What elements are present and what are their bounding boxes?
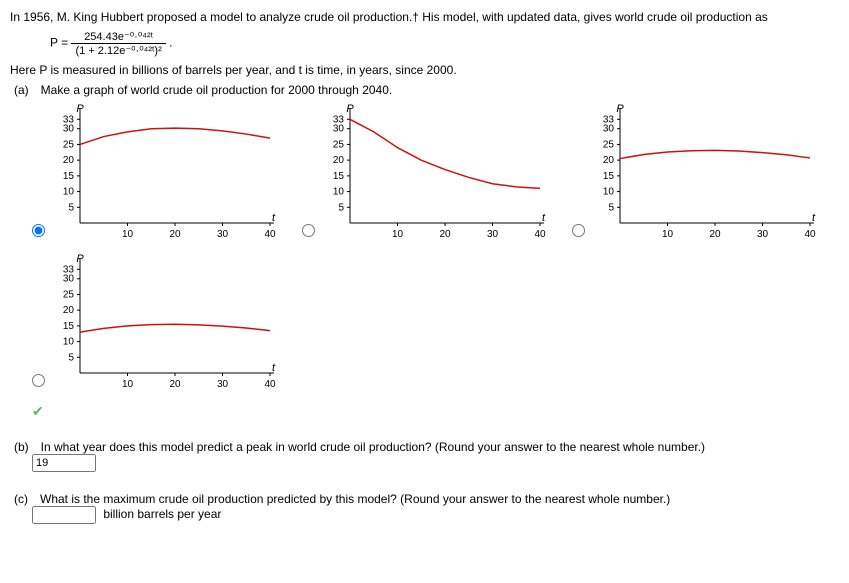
svg-text:20: 20 [709,229,721,240]
formula-lhs: P = [50,36,68,50]
svg-text:25: 25 [63,139,75,150]
chart-svg: 510152025303310203040Pt [320,103,550,243]
chart-radio-0[interactable] [32,224,45,237]
svg-text:33: 33 [63,114,75,125]
chart-svg: 510152025303310203040Pt [50,253,280,393]
chart-radio-3[interactable] [32,374,45,387]
svg-text:15: 15 [63,321,75,332]
svg-text:30: 30 [217,379,229,390]
svg-text:10: 10 [122,379,134,390]
svg-text:10: 10 [662,229,674,240]
svg-text:P: P [76,103,84,115]
chart-svg: 510152025303310203040Pt [50,103,280,243]
svg-text:15: 15 [603,171,615,182]
svg-text:t: t [542,212,546,224]
svg-text:5: 5 [68,352,74,363]
svg-text:40: 40 [804,229,816,240]
svg-text:20: 20 [63,305,75,316]
svg-text:40: 40 [534,229,546,240]
svg-text:20: 20 [439,229,451,240]
part-c-label: (c) What is the maximum crude oil produc… [14,492,839,506]
chart-option: 510152025303310203040Pt [30,253,280,393]
svg-text:33: 33 [63,264,75,275]
svg-text:P: P [616,103,624,115]
part-c-input[interactable] [32,506,96,524]
chart-radio-2[interactable] [572,224,585,237]
svg-text:33: 33 [603,114,615,125]
svg-text:20: 20 [169,379,181,390]
part-b-input[interactable] [32,454,96,472]
chart-svg: 510152025303310203040Pt [590,103,820,243]
svg-text:5: 5 [68,202,74,213]
svg-text:10: 10 [392,229,404,240]
part-c-unit: billion barrels per year [103,507,221,521]
svg-text:10: 10 [333,187,345,198]
intro-text: In 1956, M. King Hubbert proposed a mode… [10,10,839,24]
svg-text:10: 10 [603,187,615,198]
svg-text:20: 20 [169,229,181,240]
svg-text:33: 33 [333,114,345,125]
svg-text:t: t [812,212,816,224]
correct-check-icon: ✔ [32,403,839,420]
chart-radio-1[interactable] [302,224,315,237]
svg-text:30: 30 [757,229,769,240]
svg-text:10: 10 [63,337,75,348]
description-text: Here P is measured in billions of barrel… [10,63,839,77]
svg-text:30: 30 [333,124,345,135]
svg-text:30: 30 [63,124,75,135]
chart-options: 510152025303310203040Pt 5101520253033102… [10,103,839,393]
svg-text:25: 25 [333,139,345,150]
part-a-label: (a) Make a graph of world crude oil prod… [14,83,839,97]
chart-option: 510152025303310203040Pt [300,103,550,243]
formula-tail: . [169,36,172,50]
svg-text:40: 40 [264,379,276,390]
formula-denominator: (1 + 2.12e⁻⁰·⁰⁴²ᵗ)² [71,44,165,57]
svg-text:15: 15 [63,171,75,182]
svg-text:15: 15 [333,171,345,182]
svg-text:10: 10 [122,229,134,240]
svg-text:30: 30 [487,229,499,240]
svg-text:30: 30 [603,124,615,135]
svg-text:t: t [272,362,276,374]
formula: P = 254.43e⁻⁰·⁰⁴²ᵗ (1 + 2.12e⁻⁰·⁰⁴²ᵗ)² . [50,30,839,57]
chart-option: 510152025303310203040Pt [30,103,280,243]
svg-text:t: t [272,212,276,224]
svg-text:5: 5 [338,202,344,213]
svg-text:40: 40 [264,229,276,240]
svg-text:P: P [346,103,354,115]
svg-text:25: 25 [63,289,75,300]
svg-text:P: P [76,253,84,265]
chart-option: 510152025303310203040Pt [570,103,820,243]
svg-text:20: 20 [333,155,345,166]
svg-text:20: 20 [63,155,75,166]
svg-text:25: 25 [603,139,615,150]
svg-text:20: 20 [603,155,615,166]
svg-text:10: 10 [63,187,75,198]
formula-fraction: 254.43e⁻⁰·⁰⁴²ᵗ (1 + 2.12e⁻⁰·⁰⁴²ᵗ)² [71,30,165,57]
part-b-label: (b) In what year does this model predict… [14,440,839,454]
svg-text:5: 5 [608,202,614,213]
svg-text:30: 30 [217,229,229,240]
svg-text:30: 30 [63,274,75,285]
formula-numerator: 254.43e⁻⁰·⁰⁴²ᵗ [71,30,165,44]
